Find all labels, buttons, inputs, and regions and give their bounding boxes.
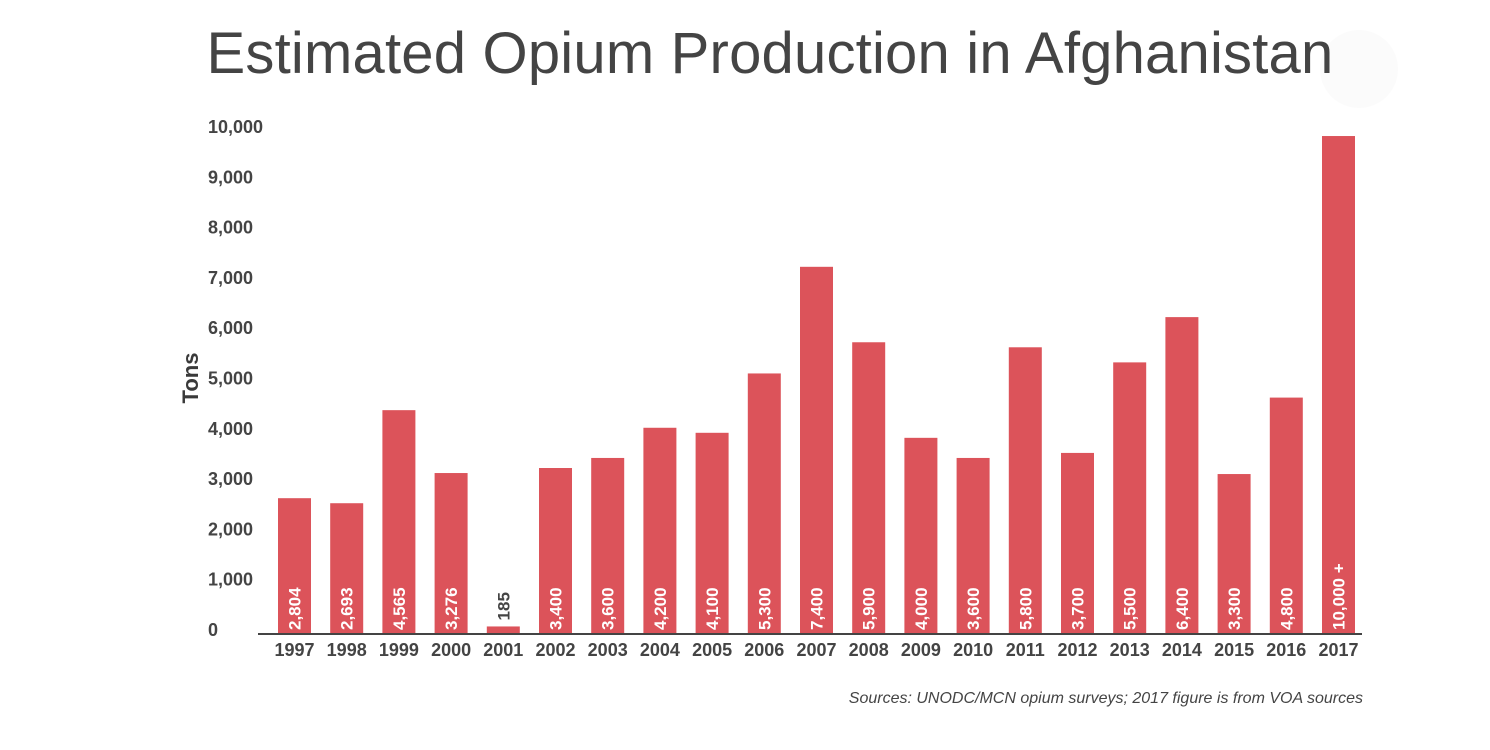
y-tick-label: 8,000 [208,218,253,238]
bar-2014 [1165,317,1199,634]
data-label: 3,700 [1069,587,1088,630]
x-tick-label: 2000 [431,640,471,660]
data-label: 5,900 [860,587,879,630]
y-tick-label: 10,000 [208,117,263,137]
x-tick-label: 2014 [1162,640,1202,660]
x-tick-label: 2012 [1057,640,1097,660]
x-tick-label: 2003 [588,640,628,660]
bar-2000 [434,473,468,634]
x-tick-label: 2011 [1006,640,1045,660]
data-label: 4,800 [1277,587,1296,630]
y-tick-label: 7,000 [208,268,253,288]
data-label: 3,276 [442,587,461,630]
data-label: 185 [494,592,513,620]
data-label: 7,400 [808,587,827,630]
bar-2009 [904,437,938,634]
x-tick-label: 2005 [692,640,732,660]
data-label: 6,400 [1173,587,1192,630]
x-tick-label: 2002 [535,640,575,660]
data-label: 4,565 [390,587,409,630]
bar-2001 [486,626,520,634]
x-tick-label: 2017 [1318,640,1358,660]
bar-1997 [278,498,311,634]
chart-title: Estimated Opium Production in Afghanista… [206,21,1334,86]
data-label: 10,000 + [1330,563,1349,630]
x-tick-label: 2006 [744,640,784,660]
bar-2002 [539,468,572,634]
x-tick-label: 2008 [849,640,889,660]
y-tick-label: 3,000 [208,469,253,489]
y-tick-label: 9,000 [208,167,253,187]
x-tick-label: 2001 [483,640,523,660]
data-label: 4,000 [912,587,931,630]
decorative-circle [1320,30,1398,108]
bar-1998 [330,503,364,634]
bar-2006 [747,373,781,634]
bar-2016 [1269,397,1303,634]
x-tick-label: 2016 [1266,640,1306,660]
data-label: 3,600 [599,587,618,630]
bar-2004 [643,427,677,634]
data-label: 5,500 [1121,587,1140,630]
data-label: 4,100 [703,587,722,630]
bar-1999 [382,410,416,634]
x-tick-label: 2004 [640,640,680,660]
bar-2011 [1008,347,1042,634]
x-tick-label: 1997 [274,640,314,660]
data-label: 3,600 [964,587,983,630]
source-note: Sources: UNODC/MCN opium surveys; 2017 f… [848,690,1363,707]
data-label: 2,693 [338,587,357,630]
bar-2003 [591,457,625,634]
data-label: 5,300 [755,587,774,630]
x-tick-label: 2015 [1214,640,1254,660]
bar-2013 [1113,362,1147,634]
x-tick-label: 2009 [901,640,941,660]
data-label: 4,200 [651,587,670,630]
y-tick-label: 5,000 [208,369,253,389]
bar-2017 [1322,136,1355,634]
x-tick-label: 1999 [379,640,419,660]
data-label: 5,800 [1016,587,1035,630]
data-label: 2,804 [286,587,305,630]
bar-2005 [695,432,729,634]
bar-2015 [1217,474,1251,634]
x-tick-label: 1998 [327,640,367,660]
y-tick-label: 6,000 [208,318,253,338]
bar-2010 [956,457,990,634]
bar-2008 [852,342,886,634]
x-tick-label: 2013 [1110,640,1150,660]
y-tick-label: 1,000 [208,570,253,590]
y-tick-label: 4,000 [208,419,253,439]
y-tick-label: 0 [208,620,218,640]
x-tick-label: 2007 [796,640,836,660]
data-label: 3,400 [547,587,566,630]
bar-2007 [800,266,833,634]
y-axis-title: Tons [178,353,203,404]
bar-2012 [1061,452,1094,634]
y-tick-label: 2,000 [208,519,253,539]
x-tick-label: 2010 [953,640,993,660]
data-label: 3,300 [1225,587,1244,630]
